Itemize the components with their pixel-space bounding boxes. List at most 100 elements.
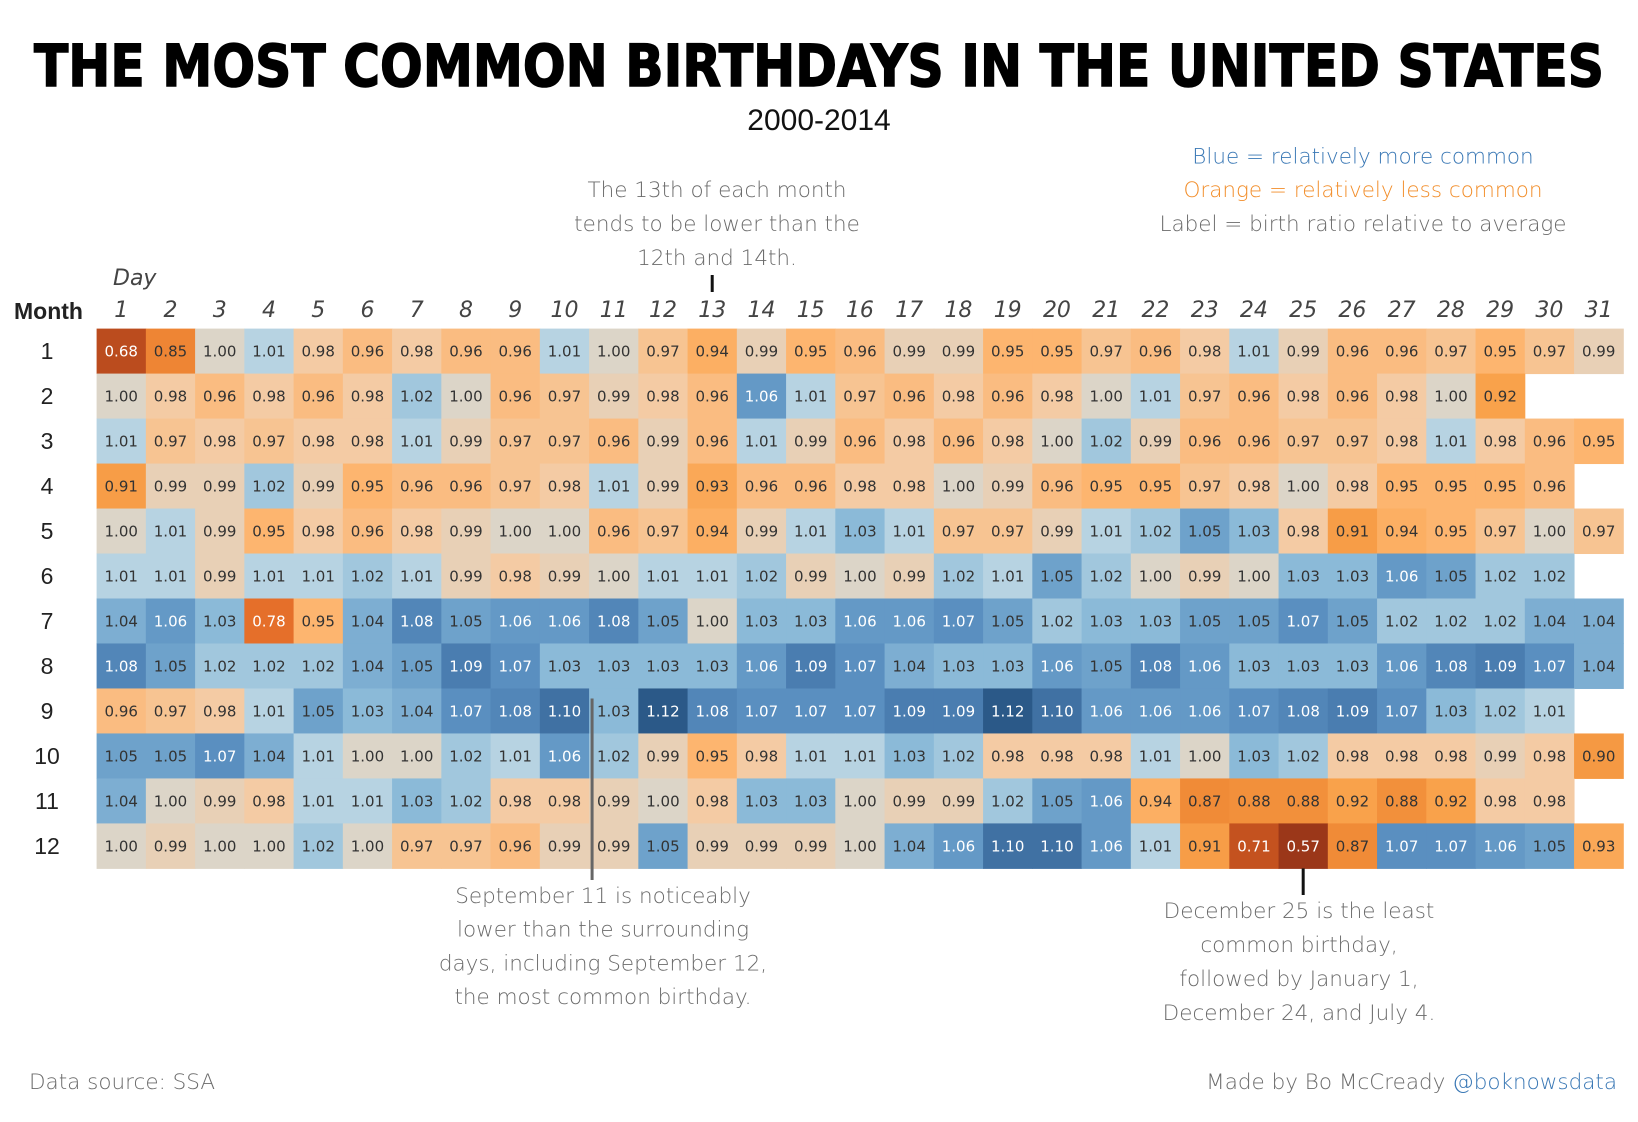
- cell-label: 0.98: [892, 478, 925, 496]
- cell-label: 1.03: [1336, 657, 1369, 675]
- heat-cell: [589, 598, 639, 644]
- heat-cell: [293, 463, 344, 510]
- heat-cell: [195, 778, 245, 824]
- annotation: the most common birthday.: [455, 985, 752, 1010]
- cell-label: 0.98: [1286, 388, 1319, 406]
- cell-label: 1.06: [1089, 837, 1122, 855]
- heat-cell: [1327, 598, 1378, 644]
- heat-cell: [1426, 733, 1477, 779]
- heat-cell: [1278, 733, 1329, 779]
- heat-cell: [1377, 463, 1427, 510]
- cell-label: 0.95: [1139, 478, 1172, 496]
- heat-cell: [687, 598, 738, 644]
- credit-handle[interactable]: @boknowsdata: [1452, 1070, 1617, 1095]
- cell-label: 0.96: [105, 702, 138, 720]
- x-tick-label: 3: [213, 298, 227, 323]
- heat-cell: [1130, 823, 1181, 869]
- heat-cell: [1130, 373, 1181, 420]
- heat-cell: [1180, 328, 1230, 375]
- heat-cell: [1229, 508, 1280, 555]
- heat-cell: [490, 733, 541, 779]
- cell-label: 1.01: [843, 747, 876, 765]
- heat-cell: [983, 643, 1033, 689]
- heat-cell: [342, 418, 393, 465]
- heat-cell: [293, 733, 344, 779]
- heat-cell: [983, 373, 1033, 420]
- cell-label: 0.99: [449, 523, 482, 541]
- heat-cell: [195, 508, 245, 555]
- heat-cell: [1229, 328, 1280, 375]
- cell-label: 0.99: [646, 478, 679, 496]
- cell-label: 0.98: [499, 792, 532, 810]
- cell-label: 1.12: [991, 702, 1024, 720]
- cell-label: 1.01: [302, 568, 335, 586]
- cell-label: 0.87: [1336, 837, 1369, 855]
- heat-cell: [1475, 823, 1526, 869]
- cell-label: 0.95: [1385, 478, 1418, 496]
- heat-cell: [835, 418, 886, 465]
- heat-cell: [490, 553, 541, 599]
- heat-cell: [441, 328, 492, 375]
- heat-cell: [983, 463, 1033, 510]
- heat-cell: [1278, 643, 1329, 689]
- cell-label: 0.99: [449, 568, 482, 586]
- x-tick-label: 22: [1141, 298, 1169, 323]
- heat-cell: [244, 643, 295, 689]
- heat-cell: [145, 823, 196, 869]
- heat-cell: [638, 823, 689, 869]
- heat-cell: [1574, 418, 1624, 465]
- x-tick-label: 7: [410, 298, 424, 323]
- heat-cell: [1426, 598, 1477, 644]
- heat-cell: [1032, 688, 1083, 734]
- cell-label: 1.07: [794, 702, 827, 720]
- cell-label: 0.98: [203, 702, 236, 720]
- heat-cell: [342, 733, 393, 779]
- cell-label: 1.03: [548, 657, 581, 675]
- cell-label: 1.00: [843, 792, 876, 810]
- cell-label: 0.99: [745, 837, 778, 855]
- cell-label: 0.97: [843, 388, 876, 406]
- cell-label: 1.05: [646, 837, 679, 855]
- cell-label: 1.01: [154, 568, 187, 586]
- cell-label: 0.98: [1286, 523, 1319, 541]
- heat-cell: [1278, 328, 1329, 375]
- cell-label: 0.98: [1385, 747, 1418, 765]
- cell-label: 1.06: [1188, 702, 1221, 720]
- cell-label: 0.98: [499, 568, 532, 586]
- heat-cell: [1524, 643, 1575, 689]
- x-tick-label: 25: [1289, 298, 1317, 323]
- cell-label: 0.98: [351, 388, 384, 406]
- heat-cell: [293, 778, 344, 824]
- cell-label: 1.03: [400, 792, 433, 810]
- heat-cell: [539, 463, 590, 510]
- cell-label: 1.04: [1533, 612, 1566, 630]
- cell-label: 1.01: [597, 478, 630, 496]
- heat-cell: [933, 373, 984, 420]
- cell-label: 1.09: [1336, 702, 1369, 720]
- cell-label: 0.99: [597, 388, 630, 406]
- x-tick-label: 30: [1535, 298, 1563, 323]
- cell-label: 0.97: [499, 433, 532, 451]
- heat-cell: [983, 778, 1033, 824]
- cell-label: 1.01: [252, 702, 285, 720]
- cell-label: 0.99: [794, 433, 827, 451]
- heat-cell: [1377, 733, 1427, 779]
- heat-cell: [1327, 463, 1378, 510]
- heat-cell: [1574, 508, 1624, 555]
- cell-label: 0.95: [351, 478, 384, 496]
- heat-cell: [1377, 598, 1427, 644]
- cell-label: 1.06: [499, 612, 532, 630]
- cell-label: 0.97: [1434, 343, 1467, 361]
- heat-cell: [145, 508, 196, 555]
- cell-label: 1.10: [1040, 702, 1073, 720]
- cell-label: 1.05: [1188, 523, 1221, 541]
- cell-label: 1.07: [1385, 702, 1418, 720]
- cell-label: 0.97: [646, 523, 679, 541]
- heat-cell: [145, 643, 196, 689]
- heat-cell: [145, 553, 196, 599]
- cell-label: 0.98: [1385, 388, 1418, 406]
- heat-cell: [736, 823, 787, 869]
- heat-cell: [244, 823, 295, 869]
